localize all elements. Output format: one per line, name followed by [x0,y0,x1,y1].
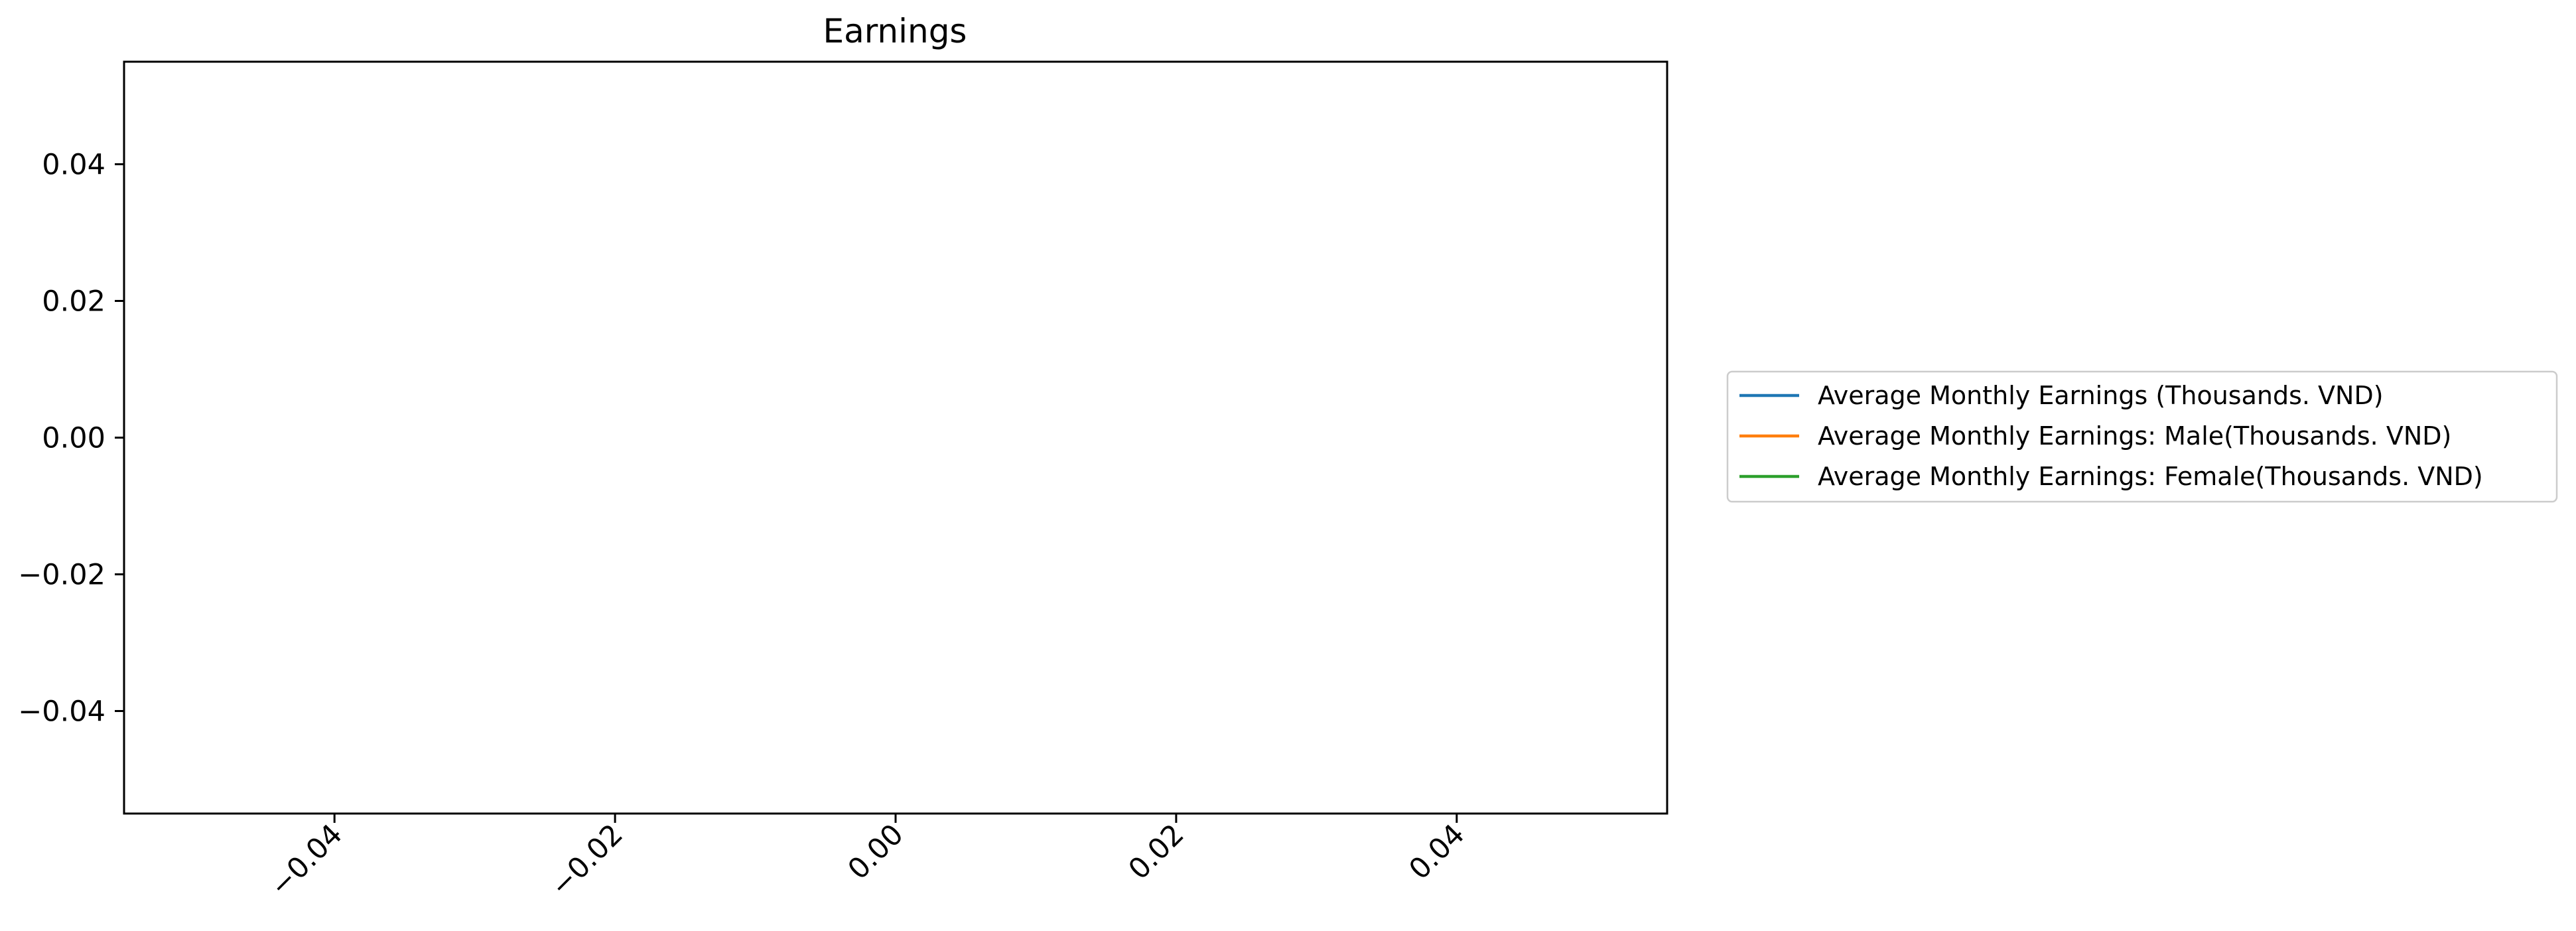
x-tick-label: −0.02 [544,818,630,903]
x-tick-label: −0.04 [263,818,349,903]
chart-title: Earnings [823,12,967,50]
y-tick-label: 0.00 [42,422,105,455]
x-tick-label: 0.00 [842,818,910,886]
y-tick-label: −0.02 [18,559,105,592]
legend-label-series-2: Average Monthly Earnings: Male(Thousands… [1818,421,2451,451]
x-tick-label: 0.02 [1122,818,1191,886]
legend-label-series-1: Average Monthly Earnings (Thousands. VND… [1818,381,2384,410]
y-tick-label: −0.04 [18,695,105,729]
x-axis: −0.04 −0.02 0.00 0.02 0.04 [263,814,1471,903]
legend: Average Monthly Earnings (Thousands. VND… [1726,370,2558,503]
y-tick-label: 0.02 [42,285,105,319]
legend-label-series-3: Average Monthly Earnings: Female(Thousan… [1818,462,2483,491]
y-tick-label: 0.04 [42,149,105,182]
x-tick-label: 0.04 [1403,818,1471,886]
legend-box [1726,370,2558,503]
plot-area [123,60,1668,815]
y-axis: −0.04 −0.02 0.00 0.02 0.04 [18,149,124,729]
